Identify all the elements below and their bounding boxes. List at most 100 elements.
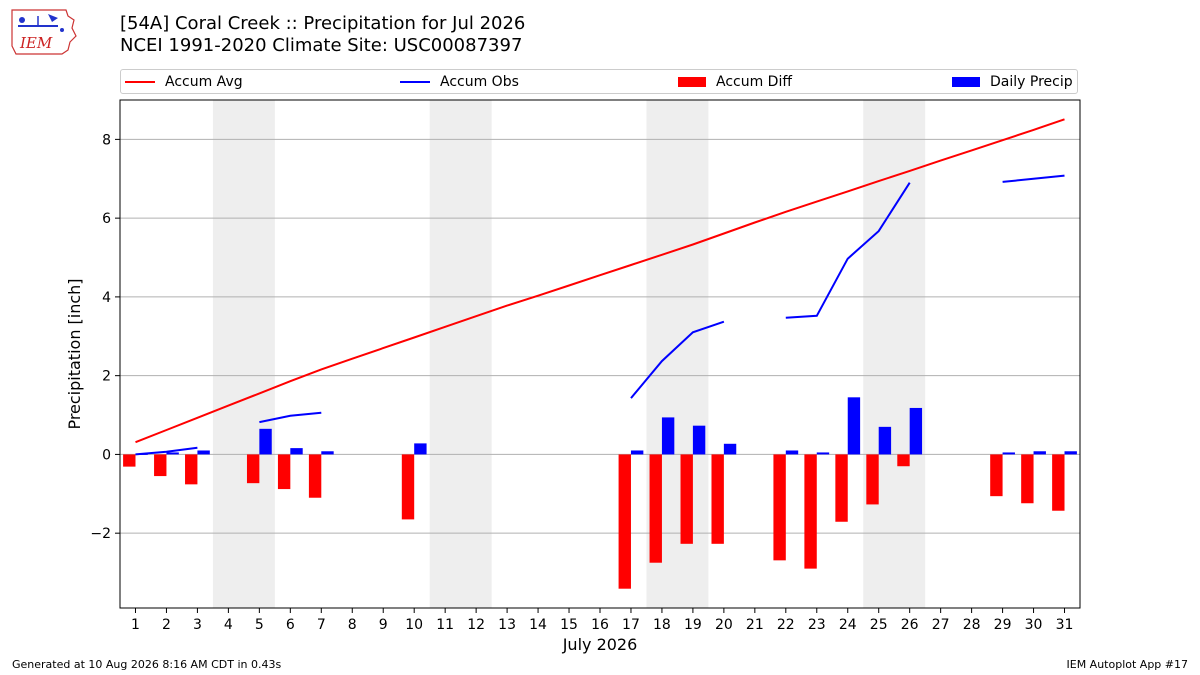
logo-text: IEM: [19, 34, 53, 52]
x-tick-label-4: 4: [224, 617, 233, 633]
accum-diff-bar-day-31: [1052, 454, 1065, 511]
accum-diff-bar-day-5: [246, 454, 260, 484]
x-tick-label-22: 22: [777, 617, 795, 633]
iem-logo: IEM: [11, 9, 77, 55]
x-tick-label-28: 28: [963, 617, 981, 633]
legend-swatch-daily-precip: [952, 76, 980, 87]
legend-swatch-accum-avg: [125, 80, 155, 83]
x-tick-label-26: 26: [901, 617, 919, 633]
weekend-shade-4: [863, 100, 926, 608]
x-tick-label-24: 24: [839, 617, 857, 633]
x-tick-label-30: 30: [1025, 617, 1043, 633]
accum-diff-bar-day-20: [711, 454, 724, 544]
daily-precip-bar-day-17: [630, 450, 644, 455]
legend-label-daily-precip: Daily Precip: [990, 73, 1073, 90]
x-tick-label-19: 19: [684, 617, 702, 633]
chart-title: [54A] Coral Creek :: Precipitation for J…: [120, 13, 525, 57]
daily-precip-bar-day-6: [290, 448, 303, 455]
y-tick-label-1: 0: [102, 447, 111, 463]
accum-diff-bar-day-19: [680, 454, 693, 544]
legend-label-accum-diff: Accum Diff: [716, 73, 793, 90]
weekend-shade-2: [429, 100, 492, 608]
daily-precip-bar-day-30: [1033, 451, 1046, 455]
daily-precip-bar-day-23: [816, 452, 830, 455]
accum-diff-bar-day-24: [835, 454, 848, 522]
x-tick-label-9: 9: [379, 617, 388, 633]
accum-diff-bar-day-26: [897, 454, 910, 467]
y-tick-label-2: 2: [102, 369, 111, 385]
accum-avg-line-segment-1: [135, 118, 1065, 444]
x-tick-label-23: 23: [808, 617, 826, 633]
x-tick-label-3: 3: [193, 617, 202, 633]
x-tick-label-29: 29: [994, 617, 1012, 633]
x-tick-label-6: 6: [286, 617, 295, 633]
daily-precip-bar-day-24: [847, 397, 861, 455]
iowa-outline-icon: [11, 9, 77, 55]
legend: Accum Avg Accum Obs Accum Diff Daily Pre…: [120, 69, 1078, 94]
daily-precip-bar-day-22: [785, 450, 799, 455]
y-tick-label-4: 6: [102, 211, 111, 227]
accum-diff-bar-day-3: [185, 454, 198, 485]
accum-diff-bar-day-23: [804, 454, 817, 569]
accum-obs-line-segment-4: [785, 182, 911, 319]
legend-label-accum-obs: Accum Obs: [440, 73, 519, 90]
accum-diff-bar-day-22: [773, 454, 786, 561]
accum-diff-bar-day-25: [866, 454, 879, 505]
daily-precip-bar-day-7: [321, 451, 334, 455]
x-tick-label-20: 20: [715, 617, 733, 633]
legend-swatch-accum-obs: [400, 80, 430, 83]
legend-label-accum-avg: Accum Avg: [165, 73, 243, 90]
x-tick-label-12: 12: [467, 617, 485, 633]
daily-precip-bar-day-18: [661, 417, 675, 455]
accum-diff-bar-day-29: [990, 454, 1003, 497]
y-tick-label-5: 8: [102, 132, 111, 148]
accum-diff-bar-day-6: [277, 454, 291, 490]
accum-diff-bar-day-10: [401, 454, 415, 520]
legend-item-daily-precip: Daily Precip: [952, 70, 1073, 93]
x-tick-label-1: 1: [131, 617, 140, 633]
accum-diff-bar-day-18: [649, 454, 662, 563]
accum-diff-bar-day-30: [1021, 454, 1034, 504]
legend-item-accum-avg: Accum Avg: [125, 70, 243, 93]
daily-precip-bar-day-29: [1002, 452, 1015, 455]
weekend-shade-1: [212, 100, 275, 608]
x-tick-label-14: 14: [529, 617, 547, 633]
x-tick-label-25: 25: [870, 617, 888, 633]
legend-item-accum-diff: Accum Diff: [678, 70, 792, 93]
x-tick-label-17: 17: [622, 617, 640, 633]
daily-precip-bar-day-3: [197, 450, 210, 455]
x-tick-label-10: 10: [405, 617, 423, 633]
x-tick-label-2: 2: [162, 617, 171, 633]
x-tick-label-21: 21: [746, 617, 764, 633]
x-tick-label-8: 8: [348, 617, 357, 633]
accum-obs-line-segment-2: [259, 411, 322, 424]
x-tick-label-13: 13: [498, 617, 516, 633]
daily-precip-bar-day-19: [692, 425, 706, 455]
legend-item-accum-obs: Accum Obs: [400, 70, 519, 93]
autoplot-app-label: IEM Autoplot App #17: [1066, 658, 1189, 671]
x-axis-label: July 2026: [562, 635, 638, 654]
daily-precip-bar-day-10: [414, 443, 427, 455]
accum-diff-bar-day-1: [123, 454, 136, 467]
accum-diff-bar-day-2: [154, 454, 167, 477]
legend-swatch-accum-diff: [678, 76, 706, 87]
x-tick-label-7: 7: [317, 617, 326, 633]
accum-obs-line-segment-3: [630, 320, 725, 399]
accum-obs-line-segment-5: [1002, 174, 1065, 183]
x-tick-label-11: 11: [436, 617, 454, 633]
daily-precip-bar-day-20: [723, 443, 737, 455]
daily-precip-bar-day-31: [1064, 451, 1077, 455]
x-tick-label-18: 18: [653, 617, 671, 633]
x-tick-label-31: 31: [1056, 617, 1074, 633]
accum-diff-bar-day-17: [618, 454, 631, 589]
y-tick-label-0: −2: [90, 526, 111, 542]
daily-precip-bar-day-2: [166, 452, 179, 455]
title-line-1: [54A] Coral Creek :: Precipitation for J…: [120, 13, 526, 34]
daily-precip-bar-day-25: [878, 426, 892, 455]
y-axis-label: Precipitation [inch]: [65, 278, 84, 429]
x-tick-label-15: 15: [560, 617, 578, 633]
x-tick-label-16: 16: [591, 617, 609, 633]
y-tick-label-3: 4: [102, 290, 111, 306]
accum-diff-bar-day-7: [308, 454, 322, 498]
